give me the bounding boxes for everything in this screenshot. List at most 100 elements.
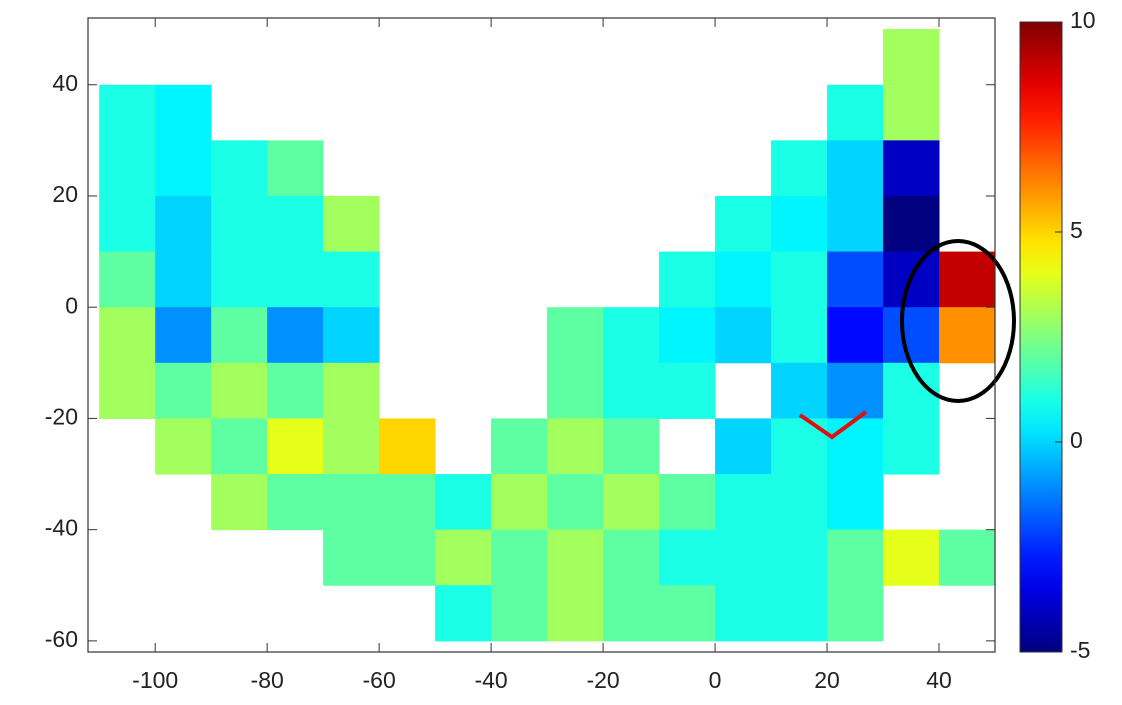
heatmap-cell <box>883 29 940 86</box>
heatmap-cell <box>771 362 828 419</box>
heatmap-cell <box>267 418 324 475</box>
heatmap-cell <box>155 140 212 197</box>
heatmap-cell <box>211 140 268 197</box>
heatmap-cell <box>323 251 380 308</box>
heatmap-cell <box>323 474 380 531</box>
heatmap-cell <box>379 418 436 475</box>
heatmap-cell <box>155 418 212 475</box>
heatmap-cell <box>323 362 380 419</box>
heatmap-cell <box>715 474 772 531</box>
x-tick-label: 40 <box>926 667 952 693</box>
heatmap-cell <box>547 307 604 364</box>
heatmap-cell <box>323 307 380 364</box>
heatmap-cell <box>435 585 492 642</box>
heatmap-cell <box>603 362 660 419</box>
heatmap-cell <box>883 418 940 475</box>
heatmap-cell <box>155 195 212 253</box>
heatmap-cell <box>659 585 716 642</box>
heatmap-cell <box>323 195 380 253</box>
heatmap-cell <box>715 529 772 586</box>
heatmap-cell <box>211 474 268 531</box>
highlight-ellipse <box>900 239 1016 403</box>
heatmap-cell <box>827 307 884 364</box>
heatmap-cell <box>547 585 604 642</box>
heatmap-cell <box>883 195 940 253</box>
plot-frame <box>87 17 996 653</box>
heatmap-cell <box>603 585 660 642</box>
heatmap-cell <box>491 474 548 531</box>
heatmap-cell <box>939 307 995 364</box>
heatmap-cell <box>99 251 156 308</box>
heatmap-cell <box>155 362 212 419</box>
heatmap-cell <box>435 474 492 531</box>
x-tick-label: -40 <box>474 667 507 693</box>
heatmap-cell <box>267 251 324 308</box>
x-tick-label: -100 <box>132 667 178 693</box>
heatmap-cell <box>491 585 548 642</box>
heatmap-cells <box>99 29 995 642</box>
heatmap-cell <box>939 251 995 308</box>
heatmap-cell <box>211 307 268 364</box>
heatmap-cell <box>939 529 995 586</box>
heatmap-cell <box>715 585 772 642</box>
heatmap-cell <box>827 418 884 475</box>
heatmap-cell <box>267 140 324 197</box>
colorbar-tick-label: 5 <box>1070 217 1083 243</box>
heatmap-cell <box>99 362 156 419</box>
x-tick-label: -80 <box>251 667 284 693</box>
heatmap-cell <box>603 529 660 586</box>
heatmap-cell <box>267 362 324 419</box>
heatmap-cell <box>827 140 884 197</box>
heatmap-cell <box>827 585 884 642</box>
heatmap-cell <box>827 362 884 419</box>
heatmap-cell <box>827 251 884 308</box>
heatmap-cell <box>827 474 884 531</box>
colorbar-tick-label: 10 <box>1070 7 1096 33</box>
heatmap-cell <box>715 251 772 308</box>
heatmap-cell <box>379 474 436 531</box>
x-tick-label: 0 <box>709 667 722 693</box>
heatmap-cell <box>547 418 604 475</box>
heatmap-cell <box>267 307 324 364</box>
y-tick-label: 20 <box>52 181 78 207</box>
colorbar-tick-label: 0 <box>1070 427 1083 453</box>
heatmap-cell <box>547 474 604 531</box>
heatmap-cell <box>883 307 940 364</box>
heatmap-cell <box>715 418 772 475</box>
heatmap-cell <box>771 474 828 531</box>
heatmap-cell <box>99 307 156 364</box>
heatmap-cell <box>491 529 548 586</box>
heatmap-cell <box>827 84 884 141</box>
heatmap-cell <box>883 84 940 141</box>
heatmap-cell <box>771 585 828 642</box>
heatmap-cell <box>211 251 268 308</box>
x-tick-label: -60 <box>363 667 396 693</box>
heatmap-cell <box>659 251 716 308</box>
heatmap-cell <box>883 140 940 197</box>
heatmap-cell <box>659 529 716 586</box>
heatmap-cell <box>491 418 548 475</box>
heatmap-cell <box>547 362 604 419</box>
colorbar <box>1019 21 1063 653</box>
colorbar-tick-label: -5 <box>1070 637 1090 663</box>
heatmap-cell <box>547 529 604 586</box>
y-tick-label: -20 <box>45 403 78 429</box>
heatmap-cell <box>659 474 716 531</box>
y-tick-label: -60 <box>45 626 78 652</box>
heatmap-cell <box>771 251 828 308</box>
heatmap-cell <box>211 418 268 475</box>
heatmap-cell <box>435 529 492 586</box>
heatmap-cell <box>771 529 828 586</box>
heatmap-cell <box>771 195 828 253</box>
heatmap-cell <box>99 84 156 141</box>
heatmap-cell <box>827 195 884 253</box>
heatmap-cell <box>267 474 324 531</box>
heatmap-cell <box>323 529 380 586</box>
heatmap-cell <box>771 140 828 197</box>
heatmap-cell <box>379 529 436 586</box>
y-tick-label: -40 <box>45 515 78 541</box>
heatmap-cell <box>323 418 380 475</box>
heatmap-cell <box>603 474 660 531</box>
red-marker <box>798 410 868 440</box>
